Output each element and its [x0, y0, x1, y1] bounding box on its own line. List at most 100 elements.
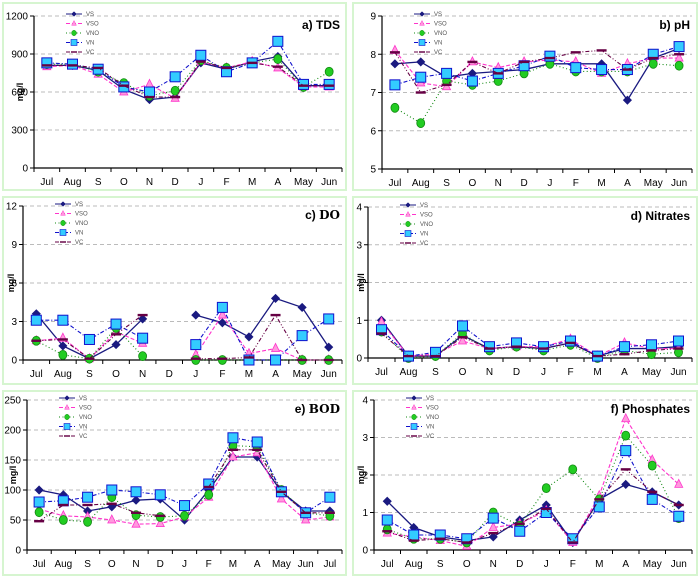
chart-ph: 5 6 7 8 9 Jul Aug S O N D J F M A May Jun b) pH VS VSO VNO VN… [370, 11, 693, 189]
series-line [380, 319, 679, 357]
y-tick-label: 3 [356, 240, 362, 251]
data-point [130, 486, 142, 498]
x-tick-label: J [544, 559, 549, 570]
y-tick-label: 5 [370, 165, 376, 176]
x-tick-label: O [112, 369, 120, 380]
chart-tds: 0 300 600 900 1200 Jul Aug S O N D J F M A May Jun mg/l a)… [6, 11, 343, 188]
data-point [646, 349, 657, 352]
x-tick-label: May [642, 367, 661, 378]
x-tick-label: S [95, 177, 102, 188]
data-point [381, 514, 393, 526]
legend-marker [64, 435, 70, 437]
data-point [544, 56, 555, 60]
data-point [195, 60, 206, 63]
data-point [118, 81, 130, 93]
legend-marker [71, 11, 77, 17]
series-line [208, 449, 330, 514]
data-point [674, 60, 684, 71]
x-tick-label: J [198, 177, 203, 188]
x-tick-label: A [621, 367, 628, 378]
data-point [83, 333, 95, 345]
data-point [228, 451, 238, 461]
data-point [673, 335, 684, 347]
data-point [619, 341, 630, 353]
data-point [191, 355, 201, 365]
data-point [297, 358, 308, 362]
data-point [538, 341, 549, 353]
legend-marker [64, 395, 70, 401]
x-tick-label: M [245, 369, 253, 380]
legend-label: VC [86, 50, 95, 56]
y-tick-label: 12 [6, 202, 18, 213]
legend-label: VNO [79, 415, 92, 421]
data-point [84, 357, 95, 360]
data-point [620, 445, 632, 457]
data-point [484, 347, 495, 350]
data-point [217, 355, 227, 365]
series-line [36, 319, 143, 341]
data-point [540, 507, 552, 518]
legend-item: VNO [400, 221, 433, 228]
data-point [137, 332, 149, 344]
legend: VS VSO VNO VN VC [55, 201, 88, 246]
legend-item: VC [400, 241, 429, 247]
legend-label: VSO [434, 22, 447, 28]
data-point [180, 510, 189, 521]
y-axis-label: mg/l [8, 466, 18, 485]
x-tick-label: Jun [671, 178, 687, 189]
y-tick-label: 0 [22, 164, 28, 175]
data-point [538, 347, 549, 350]
data-point [190, 339, 202, 351]
x-tick-label: J [193, 369, 198, 380]
legend-item: VN [414, 39, 442, 47]
series-line [386, 449, 680, 540]
data-point [270, 293, 281, 303]
data-point [179, 500, 190, 512]
data-point [204, 489, 214, 500]
series-line [195, 314, 329, 361]
data-point [594, 498, 605, 501]
legend-item: VN [400, 230, 428, 238]
data-point [565, 335, 576, 347]
data-point [138, 314, 148, 324]
chart-do: 0 3 6 9 12 Jul Aug S O N D J F M A May Jun mg/l c) DO VS VSO… [6, 201, 343, 380]
data-point [298, 84, 309, 87]
series-vc [382, 468, 684, 544]
data-point [461, 533, 473, 545]
data-point [324, 66, 334, 77]
legend-item: VNO [406, 414, 439, 421]
data-point [376, 324, 387, 336]
legend-label: VS [426, 396, 434, 402]
legend-marker [419, 51, 425, 53]
y-axis-label: mg/l [356, 466, 366, 485]
data-point [58, 515, 68, 525]
legend-label: VC [426, 434, 435, 440]
legend-marker [60, 209, 66, 216]
data-point [673, 347, 684, 350]
series-vs [376, 315, 684, 361]
series-vno [34, 440, 335, 527]
data-point [137, 313, 148, 317]
data-point [621, 430, 631, 441]
legend-marker [60, 201, 66, 207]
data-point [296, 330, 308, 342]
panel-do: 0 3 6 9 12 Jul Aug S O N D J F M A May Jun mg/l c) DO VS VSO… [2, 196, 347, 385]
x-tick-label: Jun [321, 177, 337, 188]
data-point [488, 531, 499, 535]
legend-item: VC [406, 434, 435, 440]
x-tick-label: O [459, 367, 467, 378]
x-tick-label: D [166, 369, 173, 380]
data-point [131, 518, 141, 528]
chart-bod: 0 50 100 150 200 250 Jul Aug S O N D J F M A May Jun Jul mg… [4, 395, 343, 570]
x-tick-label: O [120, 177, 128, 188]
legend-item: VNO [55, 220, 88, 227]
legend-label: VSO [420, 213, 433, 219]
legend-label: VN [86, 41, 94, 47]
legend-label: VNO [86, 31, 99, 37]
data-point [457, 335, 468, 345]
series-vno [382, 430, 684, 548]
data-point [435, 537, 446, 540]
chart-title: e) BOD [295, 402, 340, 416]
legend-label: VNO [434, 31, 447, 37]
x-tick-label: D [520, 178, 527, 189]
